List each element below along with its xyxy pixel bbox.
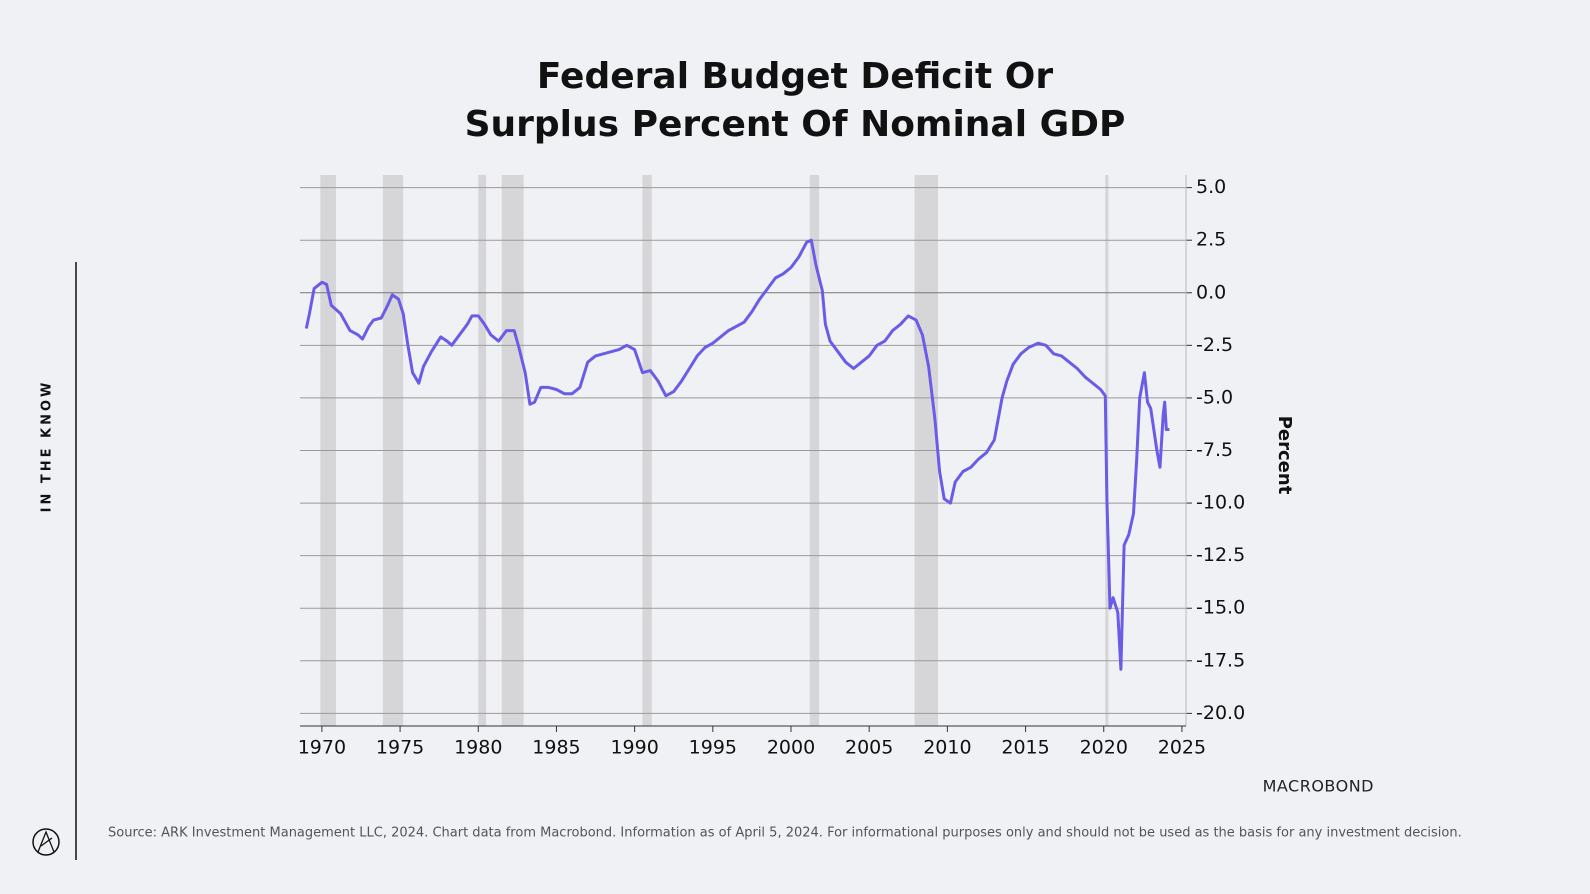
y-tick-label: -7.5 bbox=[1196, 439, 1233, 461]
y-tick-label: -17.5 bbox=[1196, 649, 1245, 671]
x-tick-label: 2025 bbox=[1158, 737, 1206, 759]
x-tick-label: 2005 bbox=[845, 737, 893, 759]
source-note: Source: ARK Investment Management LLC, 2… bbox=[108, 826, 1462, 841]
side-label: IN THE KNOW bbox=[40, 380, 55, 513]
x-tick-label: 2000 bbox=[767, 737, 815, 759]
y-axis-label: Percent bbox=[1274, 416, 1295, 495]
y-tick-label: 2.5 bbox=[1196, 229, 1226, 251]
y-tick-label: 0.0 bbox=[1196, 281, 1226, 303]
x-tick-label: 2020 bbox=[1080, 737, 1128, 759]
y-tick-label: -10.0 bbox=[1196, 492, 1245, 514]
x-tick-label: 1990 bbox=[610, 737, 658, 759]
chart-title: Surplus Percent Of Nominal GDP bbox=[465, 104, 1126, 145]
x-tick-label: 1980 bbox=[454, 737, 502, 759]
data-line bbox=[304, 238, 1170, 671]
y-tick-label: -5.0 bbox=[1196, 386, 1233, 408]
y-tick-label: 5.0 bbox=[1196, 176, 1226, 198]
ark-logo bbox=[32, 828, 60, 856]
x-tick-label: 1975 bbox=[376, 737, 424, 759]
x-tick-label: 1970 bbox=[298, 737, 346, 759]
y-tick-label: -12.5 bbox=[1196, 544, 1245, 566]
chart-title: Federal Budget Deficit Or bbox=[537, 56, 1053, 97]
x-tick-label: 2010 bbox=[923, 737, 971, 759]
y-tick-label: -2.5 bbox=[1196, 334, 1233, 356]
x-tick-label: 2015 bbox=[1001, 737, 1049, 759]
y-tick-label: -20.0 bbox=[1196, 702, 1245, 724]
x-tick-label: 1985 bbox=[532, 737, 580, 759]
macrobond-logo: MACROBOND bbox=[1263, 777, 1374, 796]
y-tick-label: -15.0 bbox=[1196, 597, 1245, 619]
x-tick-label: 1995 bbox=[689, 737, 737, 759]
